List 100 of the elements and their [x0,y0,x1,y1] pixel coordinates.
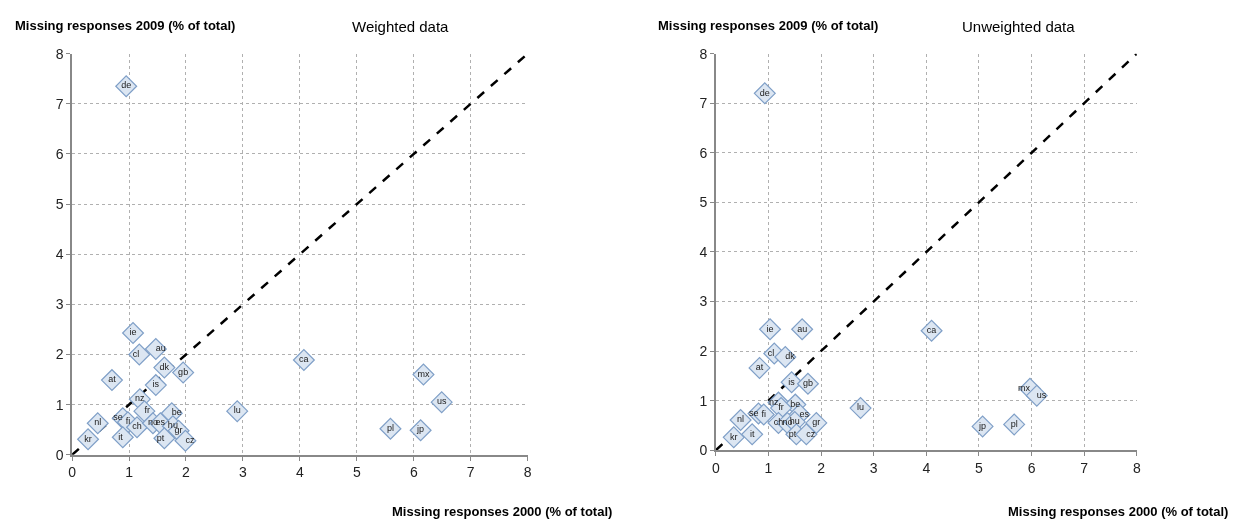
y-tick-label: 6 [55,145,64,162]
point [128,343,151,366]
series-label: at [755,362,764,373]
y-tick-label: 1 [55,396,64,413]
x-tick-label: 5 [975,459,984,476]
point [759,318,782,341]
series-label: au [155,343,166,354]
series-label: cz [185,435,195,446]
series-label: nz [135,393,146,404]
series-label: be [790,398,801,409]
x-tick-label: 5 [352,464,361,481]
y-tick-label: 7 [55,95,64,112]
x-tick-label: 7 [1080,459,1089,476]
series-label: is [788,376,796,387]
y-tick-label: 2 [55,346,64,363]
x-tick-label: 3 [239,464,248,481]
series-label: be [171,407,182,418]
series-label: cl [767,347,775,358]
x-tick-label: 2 [817,459,826,476]
x-tick-label: 6 [1027,459,1036,476]
series-label: de [759,87,770,98]
series-label: pl [386,423,394,433]
series-label: de [121,80,132,91]
series-label: mx [1017,382,1031,393]
x-tick-label: 8 [523,464,532,481]
point [122,321,145,344]
series-label: dk [159,361,170,372]
series-label: ca [299,354,309,365]
series-label: fr [144,405,150,416]
x-tick-label: 6 [409,464,418,481]
series-label: kr [729,431,738,442]
series-label: nl [737,414,745,425]
y-tick-label: 0 [699,442,708,459]
series-label: gr [812,417,821,428]
point [100,369,123,392]
y-tick-label: 5 [55,196,64,212]
x-axis-title: Missing responses 2000 (% of total) [1008,504,1229,519]
series-label: mx [417,368,430,379]
x-tick-label: 1 [125,464,134,481]
point [144,374,167,397]
y-axis-title: Missing responses 2009 (% of total) [658,18,879,33]
series-label: kr [84,433,92,444]
x-tick-label: 4 [922,459,931,476]
series-label: es [799,408,810,419]
series-label: se [113,412,123,423]
x-axis-title: Missing responses 2000 (% of total) [392,504,613,519]
x-tick-label: 0 [68,464,77,481]
x-tick-label: 0 [711,459,720,476]
series-label: se [748,407,759,418]
series-label: jp [416,424,425,435]
point [741,423,764,446]
series-label: gb [178,366,189,377]
y-tick-label: 4 [55,246,64,263]
x-tick-label: 1 [764,459,773,476]
y-tick-label: 6 [699,144,708,161]
x-tick-label: 7 [466,464,475,481]
series-label: nz [768,396,779,407]
y-tick-label: 8 [55,45,64,62]
series-label: cz [806,428,816,439]
x-tick-label: 8 [1132,459,1141,476]
y-axis-title: Missing responses 2009 (% of total) [15,18,236,33]
y-tick-label: 5 [699,194,708,211]
y-tick-label: 4 [699,243,708,260]
chart-title: Unweighted data [962,18,1076,35]
series-label: pt [156,432,165,443]
point [920,319,943,342]
series-label: nl [94,417,102,428]
series-label: ch [132,421,142,432]
series-label: us [1036,389,1047,400]
x-tick-label: 3 [869,459,878,476]
series-label: cl [132,348,140,359]
y-tick-label: 3 [699,293,708,310]
series-label: ca [926,325,937,335]
series-label: ie [129,327,137,338]
series-label: at [108,374,117,385]
x-tick-label: 2 [182,464,191,481]
series-label: ch [773,417,784,428]
series-label: au [797,323,808,334]
point [111,426,134,449]
point [77,428,100,451]
series-label: fi [761,408,766,419]
series-label: us [436,396,447,407]
y-tick-label: 3 [55,296,64,313]
y-tick-label: 0 [55,446,64,463]
x-tick-label: 4 [295,464,304,481]
series-label: gb [802,378,813,389]
series-label: jp [978,420,987,431]
series-label: lu [233,405,241,416]
y-tick-label: 2 [699,342,708,359]
series-label: lu [857,402,865,413]
y-tick-label: 7 [699,95,708,112]
y-tick-label: 1 [699,392,708,409]
series-label: pt [788,428,797,439]
series-label: ie [766,323,774,334]
series-label: is [152,379,160,390]
series-label: fi [125,416,131,427]
y-tick-label: 8 [699,45,708,62]
series-label: fr [778,402,784,413]
series-label: it [749,428,755,439]
series-label: pl [1010,418,1018,429]
